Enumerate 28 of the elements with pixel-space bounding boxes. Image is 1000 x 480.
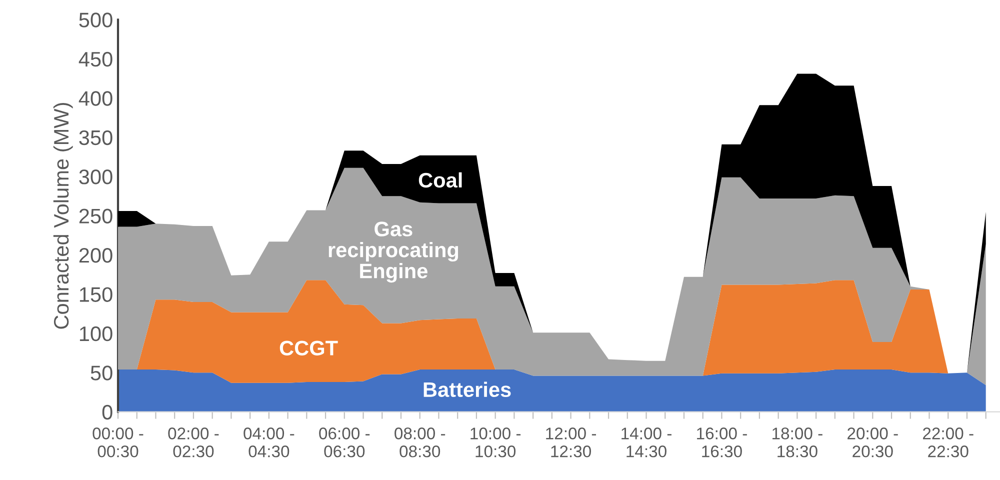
- y-tick-label: 500: [79, 12, 112, 28]
- x-tick-label: 02:00 - 02:30: [168, 428, 219, 458]
- x-tick-label: 18:00 - 18:30: [772, 428, 822, 458]
- y-tick-label: 0: [102, 404, 112, 420]
- y-tick-label: 150: [80, 287, 112, 302]
- x-tick-label: 04:00 - 04:30: [244, 428, 294, 458]
- y-tick-label: 300: [79, 170, 112, 184]
- y-tick-label: 250: [79, 208, 112, 224]
- y-axis-title: Conracted Volume (MW): [53, 103, 73, 329]
- series-label: Coal: [418, 172, 462, 188]
- x-tick-label: 08:00 - 08:30: [394, 428, 446, 458]
- y-tick-label: 450: [78, 52, 112, 67]
- y-tick-label: 200: [79, 248, 112, 263]
- y-tick-label: 100: [80, 326, 112, 342]
- x-tick-label: 14:00 - 14:30: [622, 428, 672, 458]
- y-tick-label: 350: [79, 130, 112, 146]
- series-label: CCGT: [280, 340, 338, 356]
- y-tick-label: 50: [90, 366, 112, 380]
- x-tick-label: 10:00 - 10:30: [470, 428, 521, 458]
- x-tick-label: 06:00 - 06:30: [319, 428, 370, 458]
- series-label: Gas reciprocating Engine: [328, 222, 458, 283]
- x-tick-label: 12:00 - 12:30: [546, 428, 596, 458]
- x-tick-label: 20:00 - 20:30: [848, 428, 898, 458]
- x-tick-label: 00:00 - 00:30: [92, 428, 144, 458]
- y-tick-label: 400: [78, 91, 112, 106]
- x-tick-label: 22:00 - 22:30: [923, 428, 974, 458]
- x-tick-label: 16:00 - 16:30: [697, 428, 747, 458]
- series-label: Batteries: [424, 382, 511, 398]
